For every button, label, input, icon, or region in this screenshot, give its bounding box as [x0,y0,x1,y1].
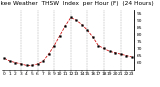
Text: Milwaukee Weather  THSW  Index  per Hour (F)  (24 Hours): Milwaukee Weather THSW Index per Hour (F… [0,1,154,6]
